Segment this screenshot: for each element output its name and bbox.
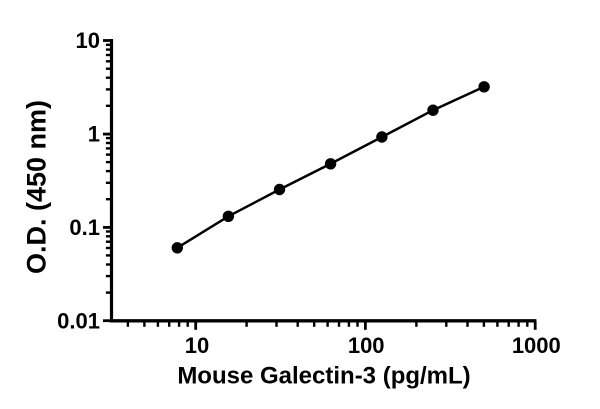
- svg-text:0.01: 0.01: [57, 308, 100, 333]
- svg-text:1000: 1000: [512, 333, 561, 358]
- svg-text:10: 10: [76, 28, 100, 53]
- svg-text:1: 1: [88, 122, 100, 147]
- svg-text:O.D. (450 nm): O.D. (450 nm): [22, 100, 52, 274]
- svg-text:10: 10: [185, 333, 209, 358]
- svg-text:0.1: 0.1: [69, 215, 100, 240]
- svg-text:Mouse Galectin-3 (pg/mL): Mouse Galectin-3 (pg/mL): [177, 363, 470, 390]
- svg-text:100: 100: [348, 333, 385, 358]
